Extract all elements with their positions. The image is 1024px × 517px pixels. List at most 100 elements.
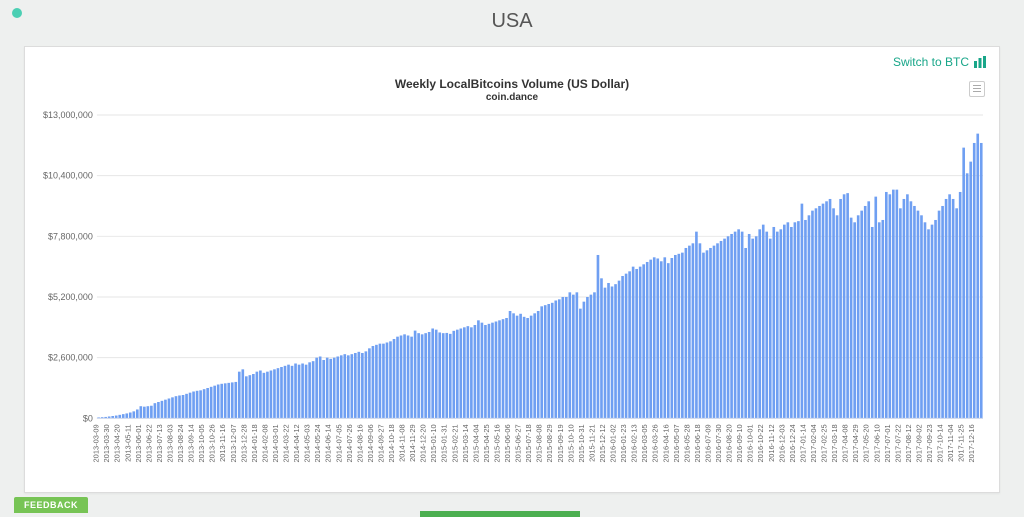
- chart-menu-icon[interactable]: [969, 81, 985, 97]
- svg-text:$7,800,000: $7,800,000: [48, 231, 93, 241]
- svg-text:2016-09-10: 2016-09-10: [735, 424, 744, 462]
- svg-text:2016-07-30: 2016-07-30: [714, 424, 723, 462]
- svg-text:2014-08-16: 2014-08-16: [355, 424, 364, 462]
- svg-text:2016-03-26: 2016-03-26: [651, 424, 660, 462]
- svg-text:2015-01-10: 2015-01-10: [429, 424, 438, 462]
- svg-text:2014-05-03: 2014-05-03: [303, 424, 312, 462]
- svg-text:2015-05-16: 2015-05-16: [492, 424, 501, 462]
- svg-text:2017-03-18: 2017-03-18: [830, 424, 839, 462]
- svg-text:2015-04-25: 2015-04-25: [482, 424, 491, 462]
- svg-text:2015-01-31: 2015-01-31: [440, 424, 449, 462]
- switch-label: Switch to BTC: [893, 55, 969, 69]
- svg-text:2014-03-22: 2014-03-22: [282, 424, 291, 462]
- svg-text:2017-07-01: 2017-07-01: [883, 424, 892, 462]
- svg-text:2016-01-23: 2016-01-23: [619, 424, 628, 462]
- svg-text:2014-09-06: 2014-09-06: [366, 424, 375, 462]
- svg-text:2013-10-26: 2013-10-26: [208, 424, 217, 462]
- svg-text:2014-06-14: 2014-06-14: [324, 424, 333, 462]
- svg-text:2013-09-14: 2013-09-14: [187, 424, 196, 462]
- svg-text:2016-11-12: 2016-11-12: [767, 424, 776, 462]
- svg-text:2014-10-18: 2014-10-18: [387, 424, 396, 462]
- svg-text:2017-11-25: 2017-11-25: [957, 424, 966, 462]
- bar-chart-icon: [973, 56, 987, 68]
- svg-text:2016-08-20: 2016-08-20: [725, 424, 734, 462]
- svg-text:2015-10-10: 2015-10-10: [566, 424, 575, 462]
- svg-text:2013-07-13: 2013-07-13: [155, 424, 164, 462]
- svg-text:2017-09-02: 2017-09-02: [914, 424, 923, 462]
- chart-subtitle: coin.dance: [25, 92, 999, 103]
- switch-to-btc-button[interactable]: Switch to BTC: [893, 55, 987, 69]
- svg-text:2014-04-12: 2014-04-12: [292, 424, 301, 462]
- svg-text:2013-08-03: 2013-08-03: [165, 424, 174, 462]
- svg-text:2017-12-16: 2017-12-16: [967, 424, 976, 462]
- svg-text:2014-02-08: 2014-02-08: [260, 424, 269, 462]
- svg-text:2015-11-21: 2015-11-21: [587, 424, 596, 462]
- svg-text:2017-04-08: 2017-04-08: [841, 424, 850, 462]
- svg-text:2017-04-29: 2017-04-29: [851, 424, 860, 462]
- svg-text:2017-02-04: 2017-02-04: [809, 424, 818, 462]
- svg-text:2013-06-22: 2013-06-22: [144, 424, 153, 462]
- svg-text:$0: $0: [83, 413, 93, 423]
- svg-text:2016-07-09: 2016-07-09: [703, 424, 712, 462]
- svg-text:2013-05-11: 2013-05-11: [123, 424, 132, 462]
- svg-text:$13,000,000: $13,000,000: [43, 110, 93, 120]
- svg-text:2014-03-01: 2014-03-01: [271, 424, 280, 462]
- site-logo: [10, 6, 24, 20]
- chart-area: $0 $2,600,000 $5,200,000 $7,800,000 $10,400,…: [35, 107, 989, 482]
- svg-text:2016-03-05: 2016-03-05: [640, 424, 649, 462]
- svg-text:$10,400,000: $10,400,000: [43, 171, 93, 181]
- svg-text:2014-05-24: 2014-05-24: [313, 424, 322, 462]
- svg-text:2016-05-07: 2016-05-07: [672, 424, 681, 462]
- svg-text:2014-01-18: 2014-01-18: [250, 424, 259, 462]
- chart-card: Switch to BTC Weekly LocalBitcoins Volum…: [24, 46, 1000, 493]
- svg-text:2015-02-21: 2015-02-21: [450, 424, 459, 462]
- svg-text:2013-12-28: 2013-12-28: [239, 424, 248, 462]
- svg-text:2016-01-02: 2016-01-02: [609, 424, 618, 462]
- svg-text:2013-04-20: 2013-04-20: [113, 424, 122, 462]
- svg-text:2017-08-12: 2017-08-12: [904, 424, 913, 462]
- svg-text:2013-12-07: 2013-12-07: [229, 424, 238, 462]
- svg-text:2014-07-05: 2014-07-05: [334, 424, 343, 462]
- svg-text:2016-12-24: 2016-12-24: [788, 424, 797, 462]
- svg-text:2015-08-08: 2015-08-08: [535, 424, 544, 462]
- svg-text:2015-08-29: 2015-08-29: [545, 424, 554, 462]
- svg-text:2015-06-06: 2015-06-06: [503, 424, 512, 462]
- chart-title: Weekly LocalBitcoins Volume (US Dollar): [25, 77, 999, 91]
- svg-text:2015-03-14: 2015-03-14: [461, 424, 470, 462]
- svg-text:$5,200,000: $5,200,000: [48, 292, 93, 302]
- svg-text:2015-12-12: 2015-12-12: [598, 424, 607, 462]
- svg-text:2017-10-14: 2017-10-14: [936, 424, 945, 462]
- svg-text:2017-11-04: 2017-11-04: [946, 424, 955, 462]
- page-title: USA: [0, 0, 1024, 37]
- svg-text:$2,600,000: $2,600,000: [48, 353, 93, 363]
- svg-text:2016-04-16: 2016-04-16: [661, 424, 670, 462]
- svg-text:2014-09-27: 2014-09-27: [376, 424, 385, 462]
- svg-text:2014-11-08: 2014-11-08: [398, 424, 407, 462]
- bottom-accent: [420, 511, 580, 517]
- svg-text:2017-07-22: 2017-07-22: [893, 424, 902, 462]
- svg-text:2017-06-10: 2017-06-10: [872, 424, 881, 462]
- svg-text:2017-02-25: 2017-02-25: [820, 424, 829, 462]
- svg-text:2013-08-24: 2013-08-24: [176, 424, 185, 462]
- svg-text:2017-01-14: 2017-01-14: [798, 424, 807, 462]
- svg-text:2016-10-01: 2016-10-01: [746, 424, 755, 462]
- svg-text:2013-03-30: 2013-03-30: [102, 424, 111, 462]
- svg-text:2015-04-04: 2015-04-04: [471, 424, 480, 462]
- svg-text:2013-03-09: 2013-03-09: [92, 424, 101, 462]
- svg-text:2015-07-18: 2015-07-18: [524, 424, 533, 462]
- svg-text:2013-10-05: 2013-10-05: [197, 424, 206, 462]
- svg-text:2015-09-19: 2015-09-19: [556, 424, 565, 462]
- svg-text:2016-02-13: 2016-02-13: [630, 424, 639, 462]
- svg-text:2014-12-20: 2014-12-20: [419, 424, 428, 462]
- svg-text:2016-05-28: 2016-05-28: [682, 424, 691, 462]
- svg-text:2014-07-26: 2014-07-26: [345, 424, 354, 462]
- svg-text:2015-10-31: 2015-10-31: [577, 424, 586, 462]
- chart-svg: $0 $2,600,000 $5,200,000 $7,800,000 $10,400,…: [35, 107, 989, 482]
- svg-text:2013-06-01: 2013-06-01: [134, 424, 143, 462]
- svg-text:2016-10-22: 2016-10-22: [756, 424, 765, 462]
- svg-text:2016-06-18: 2016-06-18: [693, 424, 702, 462]
- svg-text:2017-05-20: 2017-05-20: [862, 424, 871, 462]
- svg-text:2017-09-23: 2017-09-23: [925, 424, 934, 462]
- feedback-button[interactable]: FEEDBACK: [14, 497, 88, 513]
- svg-text:2013-11-16: 2013-11-16: [218, 424, 227, 462]
